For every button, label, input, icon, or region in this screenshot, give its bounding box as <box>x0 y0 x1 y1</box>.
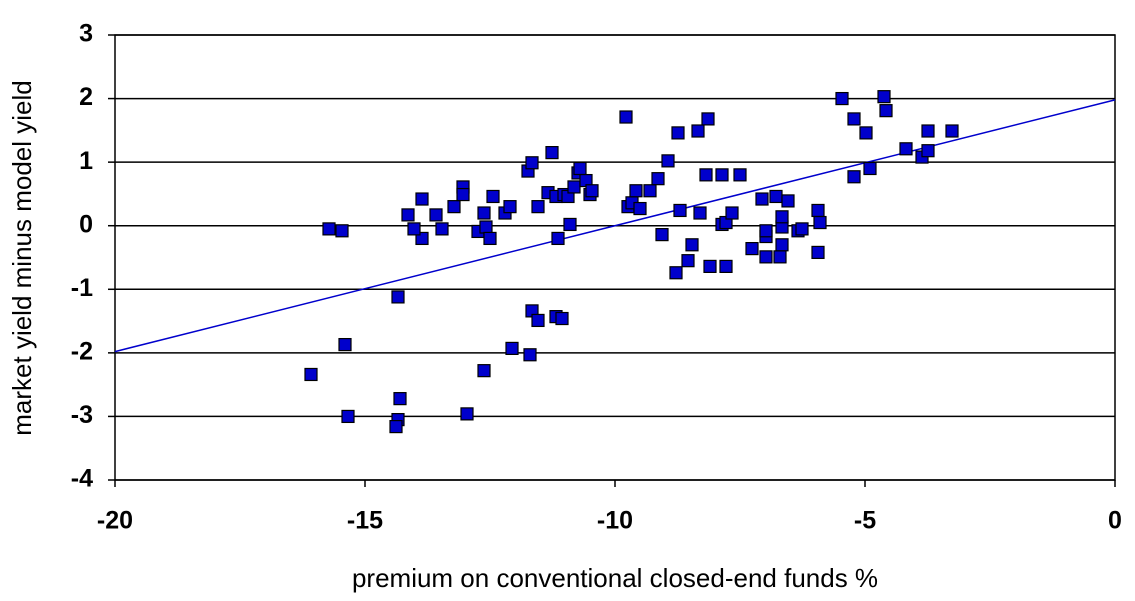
point <box>773 250 787 264</box>
point <box>435 222 449 236</box>
point <box>847 170 861 184</box>
y-tick-label: -3 <box>71 401 93 429</box>
point <box>429 208 443 222</box>
point <box>477 206 491 220</box>
point <box>460 407 474 421</box>
trend-line <box>114 99 1116 353</box>
point <box>335 224 349 238</box>
point <box>691 124 705 138</box>
point <box>795 222 809 236</box>
y-tick-label: 0 <box>79 210 93 238</box>
y-tick-label: 1 <box>79 147 93 175</box>
point <box>643 184 657 198</box>
x-tick-label: -15 <box>347 507 383 535</box>
point <box>847 112 861 126</box>
y-tick-label: 3 <box>79 20 93 48</box>
y-tick-label: -4 <box>71 465 93 493</box>
y-tick-label: -1 <box>71 274 93 302</box>
point <box>755 192 769 206</box>
point <box>651 172 665 186</box>
point <box>393 392 407 406</box>
plot-frame <box>114 34 1116 481</box>
point <box>671 126 685 140</box>
point <box>415 192 429 206</box>
point <box>567 180 581 194</box>
point <box>813 215 827 230</box>
point <box>523 348 537 362</box>
point <box>715 168 729 182</box>
point <box>781 194 795 208</box>
point <box>505 341 519 356</box>
x-tick-label: 0 <box>1108 507 1122 535</box>
point <box>503 200 517 214</box>
point <box>835 91 849 106</box>
point <box>483 231 497 246</box>
point <box>633 201 647 216</box>
point <box>859 126 873 140</box>
point <box>701 112 715 126</box>
point <box>341 409 355 424</box>
point <box>719 259 733 273</box>
point <box>486 189 500 204</box>
point <box>531 200 545 214</box>
point <box>407 222 421 236</box>
point <box>921 124 935 138</box>
y-tick-label: -2 <box>71 337 93 365</box>
point <box>685 238 699 252</box>
point <box>545 146 559 160</box>
point <box>525 156 539 170</box>
y-axis-title: market yield minus model yield <box>7 80 37 435</box>
point <box>456 187 470 202</box>
point <box>322 222 336 236</box>
point <box>477 364 491 378</box>
point <box>304 367 318 382</box>
point <box>699 168 713 182</box>
point <box>447 200 461 214</box>
point <box>945 124 959 138</box>
point <box>775 210 789 224</box>
point <box>551 231 565 246</box>
point <box>555 311 569 326</box>
point <box>673 203 687 218</box>
point <box>733 168 747 182</box>
point <box>563 217 577 232</box>
point <box>759 250 773 264</box>
point <box>693 206 707 220</box>
point <box>921 144 935 158</box>
point <box>877 90 891 104</box>
x-axis-title: premium on conventional closed-end funds… <box>352 563 878 593</box>
point <box>573 161 587 176</box>
point <box>389 420 403 434</box>
point <box>811 203 825 218</box>
point <box>899 142 913 156</box>
point <box>619 110 633 124</box>
point <box>338 337 352 352</box>
point <box>703 259 717 273</box>
x-tick-label: -20 <box>97 507 133 535</box>
point <box>629 184 643 198</box>
point <box>391 290 405 304</box>
point <box>811 245 825 260</box>
point <box>401 208 415 222</box>
point <box>479 220 493 234</box>
x-tick-label: -5 <box>854 507 876 535</box>
point <box>681 254 695 268</box>
y-tick-label: 2 <box>79 83 93 111</box>
point <box>775 238 789 252</box>
point <box>745 242 759 256</box>
point <box>669 266 683 280</box>
point <box>585 184 599 198</box>
point <box>661 154 675 168</box>
x-tick-label: -10 <box>597 507 633 535</box>
point <box>759 224 773 238</box>
point <box>531 313 545 328</box>
point <box>879 104 893 118</box>
point <box>655 228 669 242</box>
point <box>863 161 877 176</box>
point <box>725 206 739 220</box>
point <box>769 189 783 204</box>
